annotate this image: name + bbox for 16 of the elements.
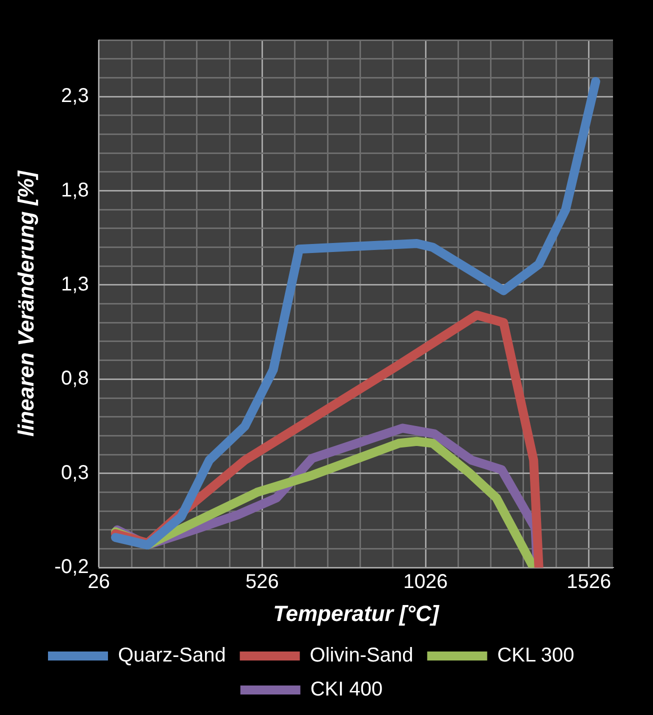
y-tick-label: 0,3 bbox=[61, 462, 89, 484]
y-tick-label: 2,3 bbox=[61, 85, 89, 108]
y-axis-title: linearen Veränderung [%] bbox=[13, 170, 38, 437]
x-tick-label: 1526 bbox=[566, 571, 612, 594]
y-tick-label: 1,3 bbox=[61, 273, 89, 296]
legend-label: Olivin-Sand bbox=[310, 644, 414, 667]
x-tick-label: 526 bbox=[245, 571, 279, 594]
y-tick-label: -0,2 bbox=[54, 556, 89, 578]
legend-label: CKI 400 bbox=[310, 678, 383, 701]
y-tick-label: 0,8 bbox=[61, 368, 89, 390]
x-tick-label: 26 bbox=[88, 571, 110, 594]
legend-label: CKL 300 bbox=[497, 644, 574, 667]
y-tick-label: 1,8 bbox=[61, 179, 89, 202]
x-axis-title: Temperatur [°C] bbox=[273, 600, 440, 626]
legend-label: Quarz-Sand bbox=[118, 644, 226, 667]
x-tick-label: 1026 bbox=[403, 571, 448, 594]
